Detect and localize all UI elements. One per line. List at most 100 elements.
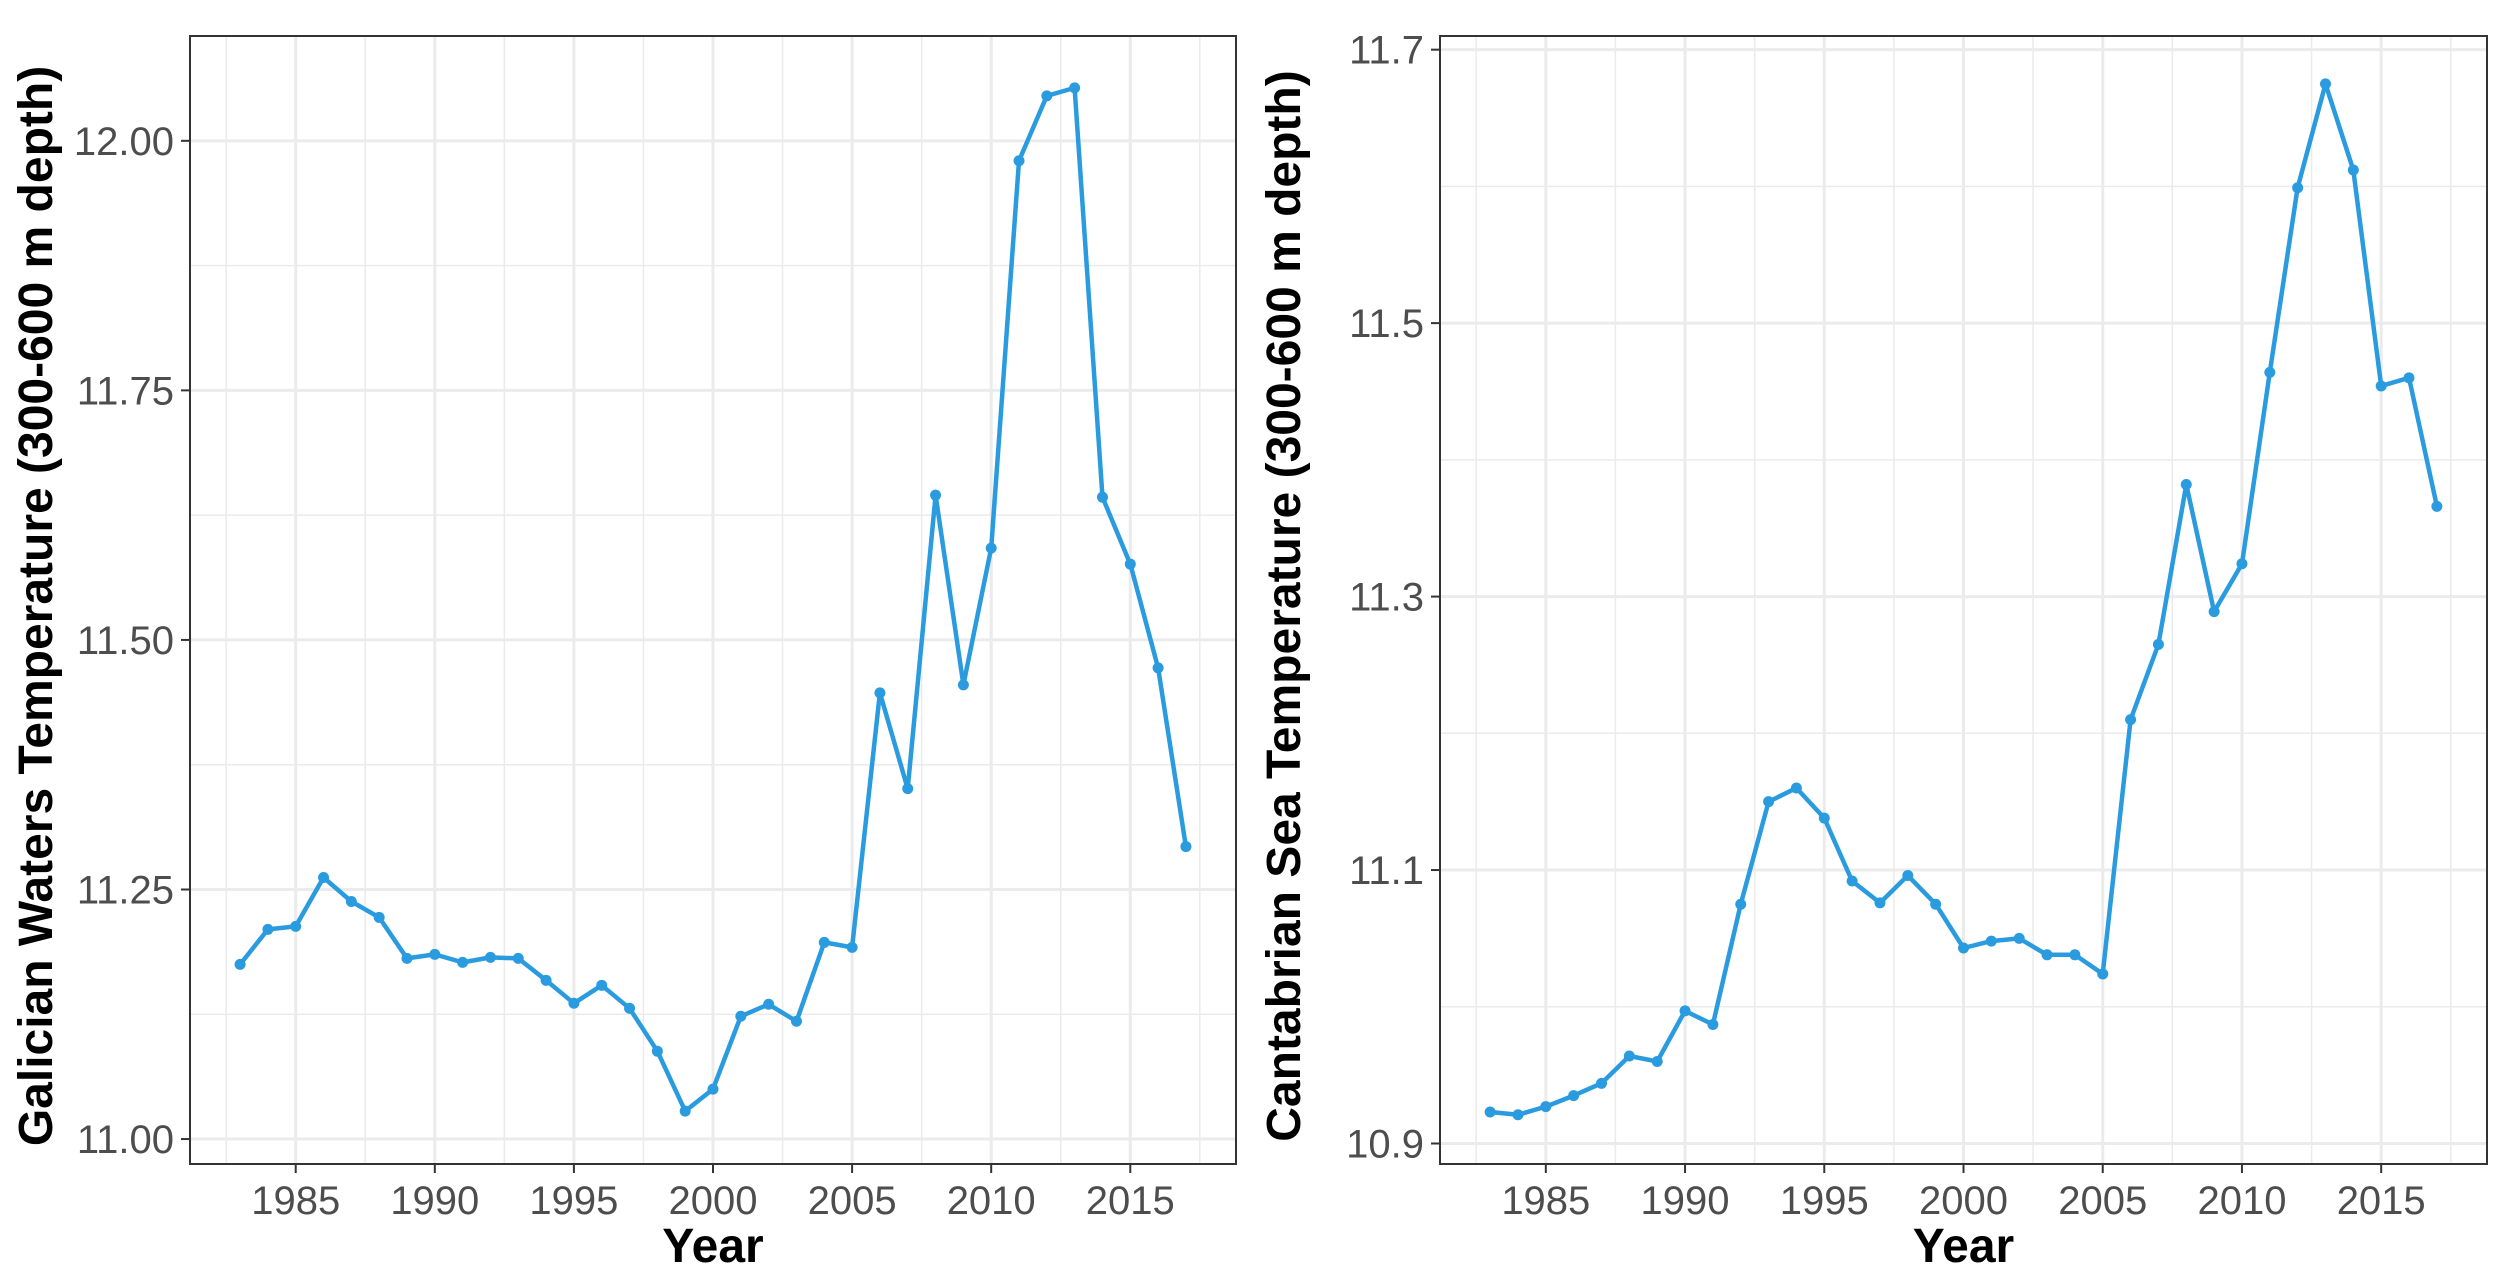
- x-tick-label: 2010: [2197, 1179, 2286, 1223]
- data-point: [1512, 1109, 1524, 1121]
- x-tick-label: 2010: [947, 1179, 1036, 1223]
- y-tick-label: 11.1: [1349, 849, 1424, 893]
- data-point: [1069, 82, 1081, 94]
- data-point: [290, 920, 302, 932]
- data-point: [1818, 812, 1830, 824]
- data-point: [1180, 841, 1192, 853]
- y-tick-label: 11.25: [77, 868, 174, 912]
- data-point: [624, 1002, 636, 1014]
- data-point: [1596, 1077, 1608, 1089]
- data-point: [2347, 164, 2359, 176]
- data-point: [345, 895, 357, 907]
- data-point: [735, 1010, 747, 1022]
- data-point: [2041, 949, 2053, 961]
- data-point: [1930, 898, 1942, 910]
- data-point: [2013, 932, 2025, 944]
- y-axis-title: Galician Waters Temperature (300-600 m d…: [10, 66, 63, 1146]
- data-point: [1540, 1101, 1552, 1113]
- data-point: [2319, 78, 2331, 90]
- data-point: [985, 542, 997, 554]
- data-point: [457, 956, 469, 968]
- data-point: [763, 998, 775, 1010]
- data-point: [373, 911, 385, 923]
- y-tick-label: 11.7: [1349, 29, 1424, 73]
- data-point: [930, 489, 942, 501]
- data-point: [2236, 558, 2248, 570]
- data-point: [1623, 1050, 1635, 1062]
- data-point: [1874, 897, 1886, 909]
- x-tick-label: 2015: [2337, 1179, 2426, 1223]
- y-tick-label: 12.00: [74, 120, 174, 164]
- data-point: [957, 679, 969, 691]
- chart-panel-1: 1985 1990 1995 2000 2005 2010 2015 11.00 11.25 11…: [10, 35, 1237, 1273]
- data-point: [1568, 1090, 1580, 1102]
- data-point: [2180, 478, 2192, 490]
- data-point: [401, 952, 413, 964]
- data-point: [1484, 1106, 1496, 1118]
- x-axis-title: Year: [1913, 1220, 2014, 1273]
- data-point: [2264, 366, 2276, 378]
- data-point: [1985, 935, 1997, 947]
- data-point: [1707, 1019, 1719, 1031]
- data-point: [429, 948, 441, 960]
- data-point: [846, 941, 858, 953]
- x-tick-label: 1990: [390, 1179, 479, 1223]
- data-point: [318, 872, 330, 884]
- x-tick-label: 1985: [1501, 1179, 1590, 1223]
- data-point: [1958, 942, 1969, 954]
- data-point: [2097, 968, 2109, 980]
- data-point: [1013, 155, 1025, 167]
- y-tick-label: 10.9: [1346, 1122, 1424, 1166]
- y-tick-label: 11.75: [77, 369, 174, 413]
- data-point: [1846, 875, 1858, 887]
- data-point: [1651, 1055, 1663, 1067]
- data-point: [679, 1105, 691, 1117]
- data-point: [484, 951, 496, 963]
- data-point: [596, 979, 608, 991]
- data-point: [1041, 90, 1053, 102]
- data-point: [2152, 638, 2164, 650]
- x-tick-label: 1990: [1641, 1179, 1730, 1223]
- y-tick-label: 11.3: [1349, 576, 1424, 620]
- data-point: [1124, 558, 1136, 570]
- data-point: [262, 923, 274, 935]
- x-axis-title: Year: [662, 1220, 763, 1273]
- x-tick-label: 2005: [808, 1179, 897, 1223]
- data-point: [2125, 714, 2137, 726]
- data-point: [790, 1015, 802, 1027]
- x-tick-label: 1985: [251, 1179, 340, 1223]
- data-point: [874, 687, 886, 699]
- data-point: [1152, 662, 1164, 674]
- data-point: [2431, 500, 2443, 512]
- y-tick-label: 11.00: [77, 1118, 174, 1162]
- x-tick-label: 2015: [1086, 1179, 1175, 1223]
- data-point: [651, 1045, 663, 1057]
- data-point: [512, 952, 524, 964]
- data-point: [902, 783, 914, 795]
- data-point: [1096, 491, 1108, 503]
- data-point: [2403, 372, 2415, 384]
- data-point: [1790, 782, 1802, 794]
- data-point: [2375, 380, 2387, 392]
- data-point: [2069, 949, 2081, 961]
- y-tick-label: 11.5: [1349, 302, 1424, 346]
- y-axis-title: Cantabrian Sea Temperature (300-600 m de…: [1258, 70, 1311, 1141]
- x-tick-label: 2000: [669, 1179, 758, 1223]
- x-tick-label: 2005: [2058, 1179, 2147, 1223]
- x-tick-label: 1995: [1780, 1179, 1869, 1223]
- x-tick-label: 2000: [1919, 1179, 2008, 1223]
- data-point: [540, 974, 552, 986]
- data-point: [1735, 898, 1747, 910]
- data-point: [818, 936, 830, 948]
- data-point: [1763, 796, 1775, 808]
- data-point: [2208, 606, 2220, 618]
- chart-panel-2: 1985 1990 1995 2000 2005 2010 2015 10.9 11.1 11.3…: [1258, 29, 2488, 1273]
- data-point: [568, 997, 580, 1009]
- x-tick-label: 1995: [529, 1179, 618, 1223]
- data-point: [707, 1083, 719, 1095]
- data-point: [1679, 1005, 1691, 1017]
- data-point: [234, 958, 246, 970]
- data-point: [1902, 870, 1914, 882]
